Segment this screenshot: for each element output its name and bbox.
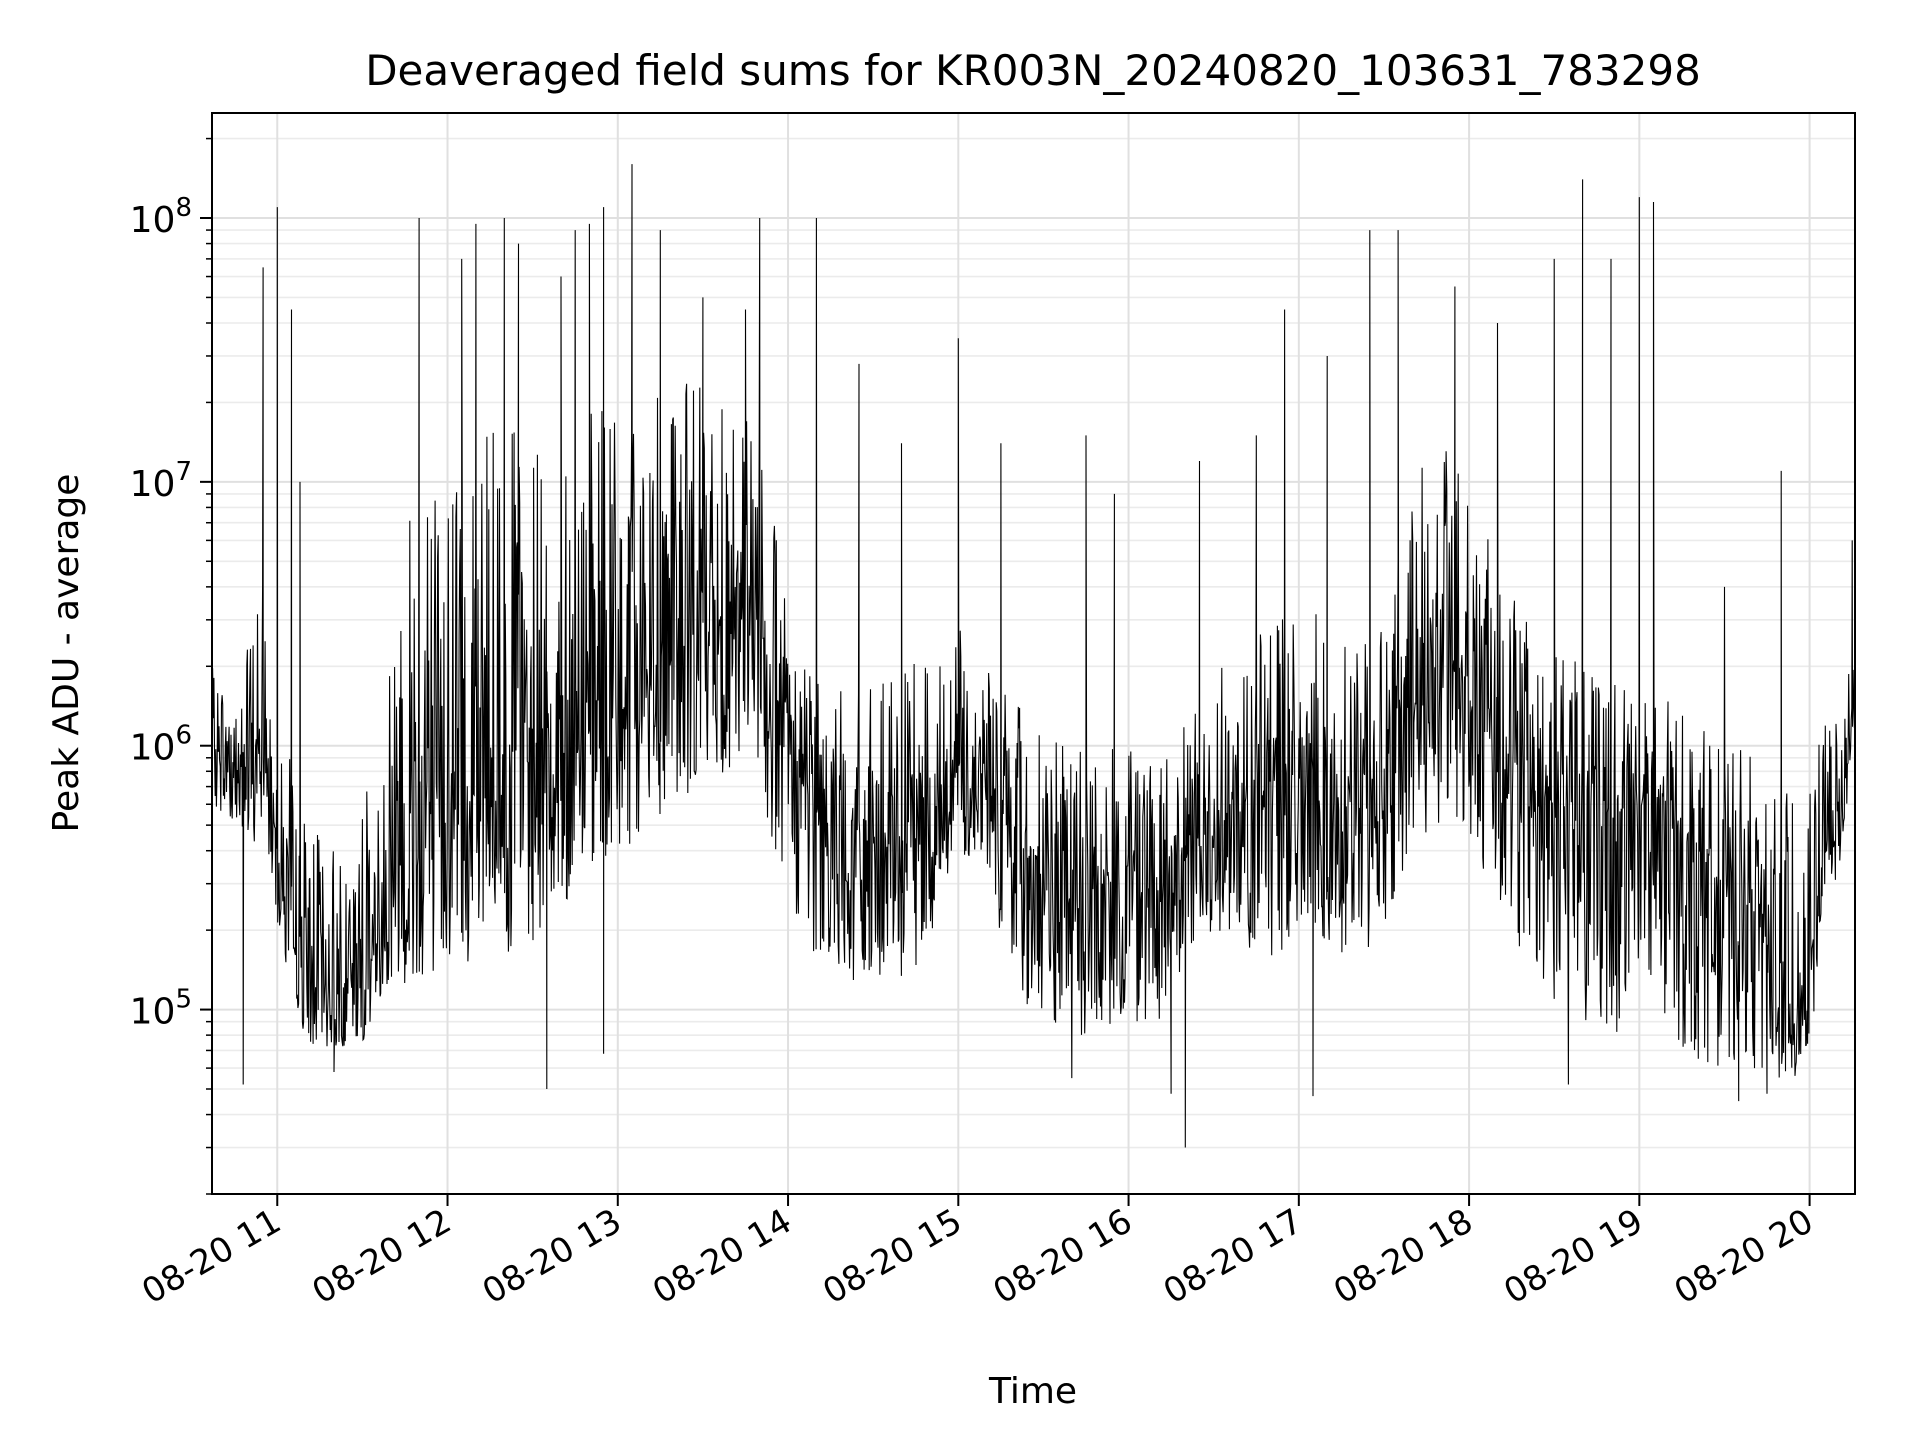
minor-grid <box>212 137 1855 1195</box>
y-axis-label: Peak ADU - average <box>46 474 87 833</box>
y-tick-label: 107 <box>130 457 192 505</box>
plot-area-background <box>212 113 1855 1194</box>
x-axis-label: Time <box>988 1371 1077 1412</box>
y-tick-label: 106 <box>130 721 192 769</box>
major-grid <box>212 113 1855 1194</box>
series-line <box>211 164 1856 1148</box>
y-tick-label: 105 <box>130 985 192 1033</box>
chart-title: Deaveraged field sums for KR003N_2024082… <box>365 46 1701 95</box>
data-series <box>211 164 1856 1148</box>
y-tick-label: 108 <box>130 193 192 241</box>
y-axis: 105 106 107 108 <box>130 137 212 1195</box>
plot-frame <box>211 112 1856 1195</box>
